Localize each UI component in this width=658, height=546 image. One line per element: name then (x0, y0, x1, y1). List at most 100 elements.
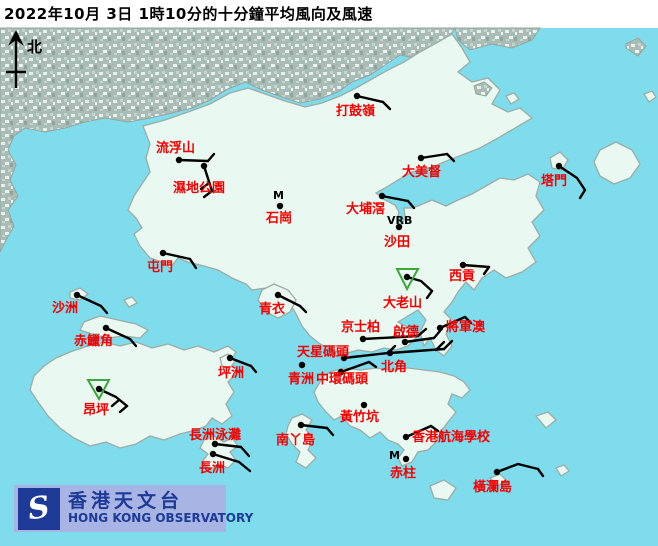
station-flag-m: M (389, 449, 400, 462)
wind-barb (419, 152, 449, 160)
wind-barb (355, 94, 385, 104)
station-label: 打鼓嶺 (336, 103, 375, 119)
wind-barb (299, 423, 329, 430)
station-label: 屯門 (147, 259, 173, 275)
wind-barb (367, 360, 378, 369)
wind-barb (339, 360, 371, 374)
station-label: 中環碼頭 (316, 371, 369, 387)
wind-barb (578, 188, 587, 200)
station-dot (395, 223, 403, 231)
wind-barb (188, 257, 198, 270)
station-tsing-yi: 青衣 (259, 291, 308, 317)
wind-barb (442, 339, 454, 351)
wind-barb (405, 275, 434, 293)
station-label: 青衣 (259, 301, 285, 317)
station-dot (298, 361, 306, 369)
wind-barb (75, 293, 103, 308)
station-cheung-chau: 長洲 (199, 450, 252, 476)
wind-barb (161, 251, 192, 261)
station-tates-cairn: 大老山 (383, 268, 434, 311)
north-arrow: 北 (6, 30, 42, 88)
station-label: 流浮山 (156, 140, 195, 156)
north-arrow-label: 北 (27, 38, 42, 56)
wind-barb (202, 189, 214, 199)
mirs-bay-island-3 (505, 92, 520, 105)
station-label: 長洲 (199, 461, 225, 476)
station-chek-lap-kok: 赤鱲角 (74, 324, 138, 349)
station-label: 橫瀾島 (473, 479, 512, 495)
wind-barb (404, 424, 433, 439)
station-label: 大埔滘 (346, 201, 385, 217)
station-wong-chuk-hang: 黃竹坑 (339, 401, 379, 425)
wind-barb (325, 426, 335, 437)
wind-barb (463, 315, 473, 325)
station-label: 天星碼頭 (297, 345, 350, 360)
station-sha-chau: 沙洲 (52, 291, 109, 316)
wind-barb (406, 199, 416, 210)
station-central-pier: 中環碼頭 (316, 360, 378, 387)
wind-barb (380, 194, 410, 203)
wind-barb (249, 364, 258, 374)
shenzhen-landmass (0, 27, 456, 253)
station-label: 長洲泳灘 (189, 427, 241, 443)
station-label: 青洲 (288, 371, 314, 387)
station-dot (274, 291, 282, 299)
station-label: 坪洲 (218, 366, 244, 381)
station-dot (403, 273, 411, 281)
station-dot (340, 354, 348, 362)
hilltop-triangle-icon (395, 268, 420, 292)
new-territories-landmass (127, 33, 545, 357)
po-toi-island (429, 479, 457, 501)
wind-barb (536, 467, 545, 478)
wind-barb (276, 293, 302, 308)
wind-barb (97, 387, 129, 408)
wind-barb (461, 263, 491, 269)
tung-lung-island (534, 411, 557, 429)
wind-barb (177, 158, 210, 163)
hko-name-english: HONG KONG OBSERVATORY (68, 511, 254, 526)
station-kai-tak: 啟德 (393, 324, 442, 346)
station-dot (402, 433, 410, 441)
station-label: 赤柱 (390, 465, 416, 481)
station-green-island: 青洲 (288, 361, 314, 387)
lamma-island-shape (285, 413, 317, 469)
station-dot (386, 349, 394, 357)
station-ngong-ping: 昂坪 (83, 379, 129, 418)
wind-barb (432, 329, 442, 340)
wind-barb (557, 164, 587, 192)
station-dot (200, 162, 208, 170)
station-label: 濕地公園 (173, 180, 225, 196)
mirs-bay-island-1 (593, 141, 641, 185)
station-label: 沙洲 (52, 301, 78, 316)
wind-barb (445, 152, 456, 163)
wind-barb (381, 100, 392, 111)
station-label: 南丫島 (276, 432, 315, 448)
station-dot (555, 162, 563, 170)
wind-barb (429, 424, 440, 433)
station-flag-vrb: VRB (387, 214, 412, 227)
station-flag-m: M (273, 189, 284, 202)
wind-barb (239, 445, 251, 458)
wind-barb (237, 460, 252, 473)
station-dot (493, 468, 501, 476)
station-dot (436, 324, 444, 332)
station-dot (402, 455, 410, 463)
station-tai-mei-tuk: 大美督 (402, 152, 456, 180)
station-label: 黃竹坑 (339, 409, 379, 425)
station-label: 大美督 (402, 164, 441, 180)
station-label: 北角 (381, 359, 407, 375)
station-dot (175, 156, 183, 164)
wind-barb (438, 315, 467, 330)
wind-barb (213, 442, 243, 449)
wind-barb (199, 181, 211, 191)
station-waglan-island: 橫瀾島 (473, 462, 545, 495)
station-hk-sea-school: 香港航海學校 (402, 424, 491, 445)
wind-barb (118, 404, 129, 414)
waglan-islet (488, 473, 507, 487)
hilltop-triangle-icon (86, 379, 111, 402)
station-label: 京士柏 (341, 319, 380, 335)
station-peng-chau: 坪洲 (218, 354, 258, 381)
station-dot (337, 368, 345, 376)
